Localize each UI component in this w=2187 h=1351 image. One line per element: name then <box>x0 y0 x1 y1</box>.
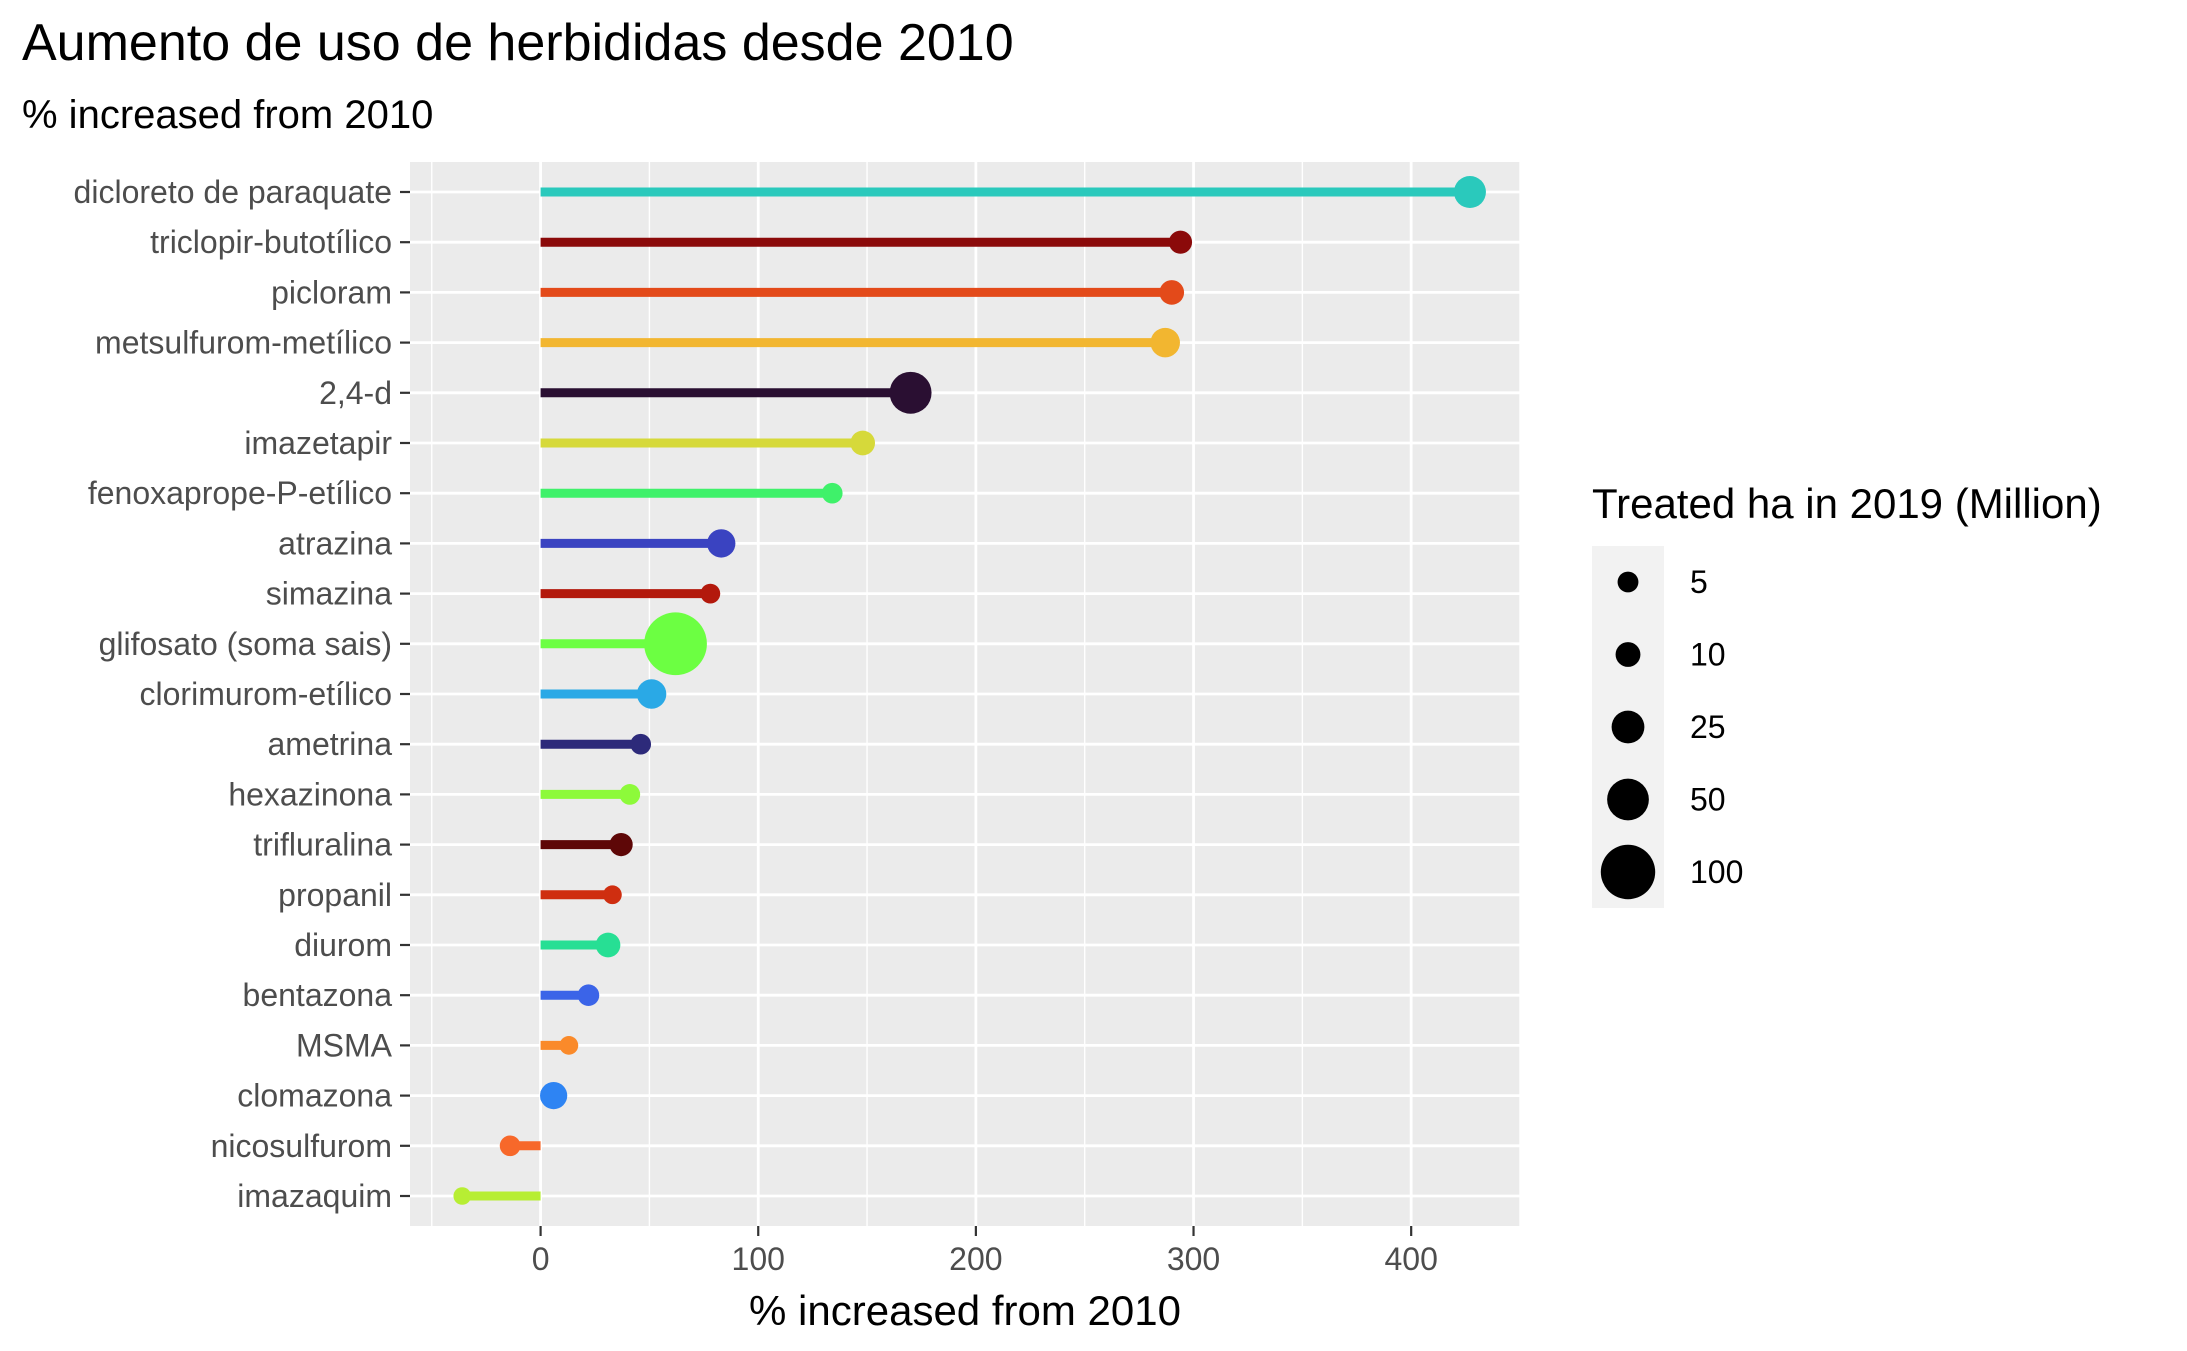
legend-entry-label: 50 <box>1690 782 1726 818</box>
legend-key-circle <box>1617 571 1639 593</box>
lollipop-point <box>821 482 843 504</box>
y-tick-label: fenoxaprope-P-etílico <box>88 475 392 511</box>
legend-title: Treated ha in 2019 (Million) <box>1592 480 2102 527</box>
y-tick-label: nicosulfurom <box>211 1128 392 1164</box>
y-tick-label: MSMA <box>296 1027 393 1063</box>
y-tick-label: simazina <box>266 576 392 612</box>
lollipop-point <box>636 679 667 709</box>
y-tick-label: ametrina <box>268 726 393 762</box>
lollipop-point <box>1159 280 1185 305</box>
y-tick-label: triclopir-butotílico <box>150 224 392 260</box>
lollipop-point <box>577 984 600 1006</box>
legend-entry-label: 25 <box>1690 709 1726 745</box>
lollipop-point <box>1453 176 1486 208</box>
lollipop-point <box>889 371 932 414</box>
y-tick-label: imazaquim <box>237 1178 392 1214</box>
y-tick-label: diurom <box>294 927 392 963</box>
chart-subtitle: % increased from 2010 <box>22 93 433 137</box>
lollipop-point <box>453 1187 472 1205</box>
lollipop-point <box>850 430 876 456</box>
y-tick-label: clorimurom-etílico <box>140 676 392 712</box>
lollipop-point <box>603 885 622 905</box>
x-tick-label: 0 <box>532 1241 550 1277</box>
lollipop-point <box>707 529 736 558</box>
y-axis: dicloreto de paraquate triclopir-butotíli… <box>74 174 410 1214</box>
y-tick-label: atrazina <box>278 525 392 561</box>
lollipop-point <box>595 932 621 958</box>
data-marks <box>453 176 1486 1205</box>
y-tick-label: glifosato (soma sais) <box>99 626 392 662</box>
legend: 5 10 25 50 100 <box>1600 564 1743 900</box>
lollipop-point <box>540 1082 568 1110</box>
lollipop-point <box>1150 327 1180 358</box>
y-tick-label: clomazona <box>237 1078 392 1114</box>
legend-entry-label: 5 <box>1690 564 1708 600</box>
x-axis: 0 100 200 300 400 <box>532 1226 1438 1277</box>
lollipop-point <box>559 1036 579 1055</box>
y-tick-label: trifluralina <box>253 827 392 863</box>
x-tick-label: 100 <box>732 1241 785 1277</box>
lollipop-point <box>499 1135 521 1157</box>
y-tick-label: dicloreto de paraquate <box>74 174 392 210</box>
x-axis-label: % increased from 2010 <box>749 1287 1181 1334</box>
y-tick-label: imazetapir <box>244 425 392 461</box>
y-tick-label: 2,4-d <box>319 375 392 411</box>
y-tick-label: metsulfurom-metílico <box>95 325 392 361</box>
lollipop-point <box>609 833 633 857</box>
y-tick-label: picloram <box>271 274 392 310</box>
y-tick-label: propanil <box>278 877 392 913</box>
lollipop-point <box>630 733 652 755</box>
y-tick-label: bentazona <box>243 977 393 1013</box>
lollipop-point <box>619 784 641 805</box>
legend-entry-label: 10 <box>1690 637 1726 673</box>
legend-entry-label: 100 <box>1690 854 1743 890</box>
lollipop-point <box>700 583 721 604</box>
x-tick-label: 200 <box>949 1241 1002 1277</box>
legend-key-circle <box>1615 642 1641 667</box>
legend-key-circle <box>1611 710 1645 744</box>
lollipop-point <box>1168 230 1193 254</box>
lollipop-point <box>644 612 707 676</box>
legend-key-circle <box>1600 844 1656 900</box>
legend-key-circle <box>1607 778 1649 821</box>
y-tick-label: hexazinona <box>228 776 392 812</box>
x-tick-label: 400 <box>1384 1241 1437 1277</box>
x-tick-label: 300 <box>1167 1241 1220 1277</box>
chart-title: Aumento de uso de herbididas desde 2010 <box>22 14 1014 72</box>
